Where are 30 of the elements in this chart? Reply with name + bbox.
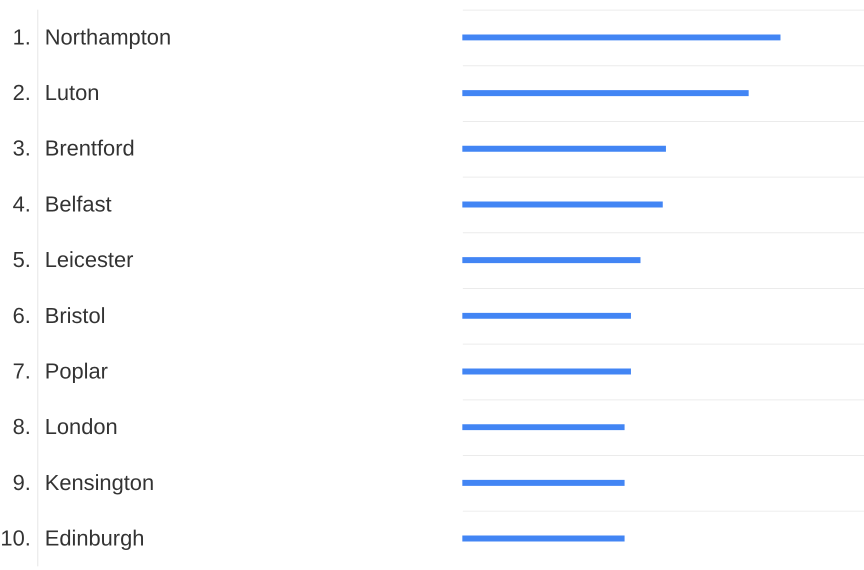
- y-tick-label: Poplar: [44, 358, 108, 384]
- text: 10.: [0, 525, 31, 550]
- y-tick-label: Brentford: [44, 136, 135, 161]
- text: 5.: [12, 247, 31, 272]
- y-tick-label: Leicester: [44, 247, 134, 272]
- y-tick-label: London: [44, 414, 118, 440]
- text: 9.: [12, 470, 31, 495]
- y-tick-label: Kensington: [44, 470, 154, 495]
- y-tick-label: Belfast: [44, 191, 112, 216]
- bar: [462, 146, 666, 152]
- text: 6.: [12, 302, 31, 328]
- text: 3.: [12, 136, 31, 161]
- bar: [462, 312, 631, 319]
- y-tick-label: Edinburgh: [44, 525, 144, 550]
- text: 1.: [12, 24, 31, 50]
- bar: [462, 90, 749, 96]
- bar: [462, 257, 640, 264]
- y-tick-label: Bristol: [44, 302, 106, 328]
- bar: [462, 34, 780, 40]
- bar: [462, 368, 631, 374]
- bar: [462, 201, 663, 208]
- bar: [462, 536, 625, 542]
- bar: [462, 480, 625, 486]
- text: 4.: [12, 191, 31, 216]
- y-tick-label: Northampton: [44, 24, 172, 50]
- text: 7.: [12, 358, 31, 384]
- text: 8.: [12, 414, 31, 440]
- text: 2.: [12, 80, 31, 106]
- y-tick-label: Luton: [44, 80, 100, 106]
- bar: [462, 424, 625, 430]
